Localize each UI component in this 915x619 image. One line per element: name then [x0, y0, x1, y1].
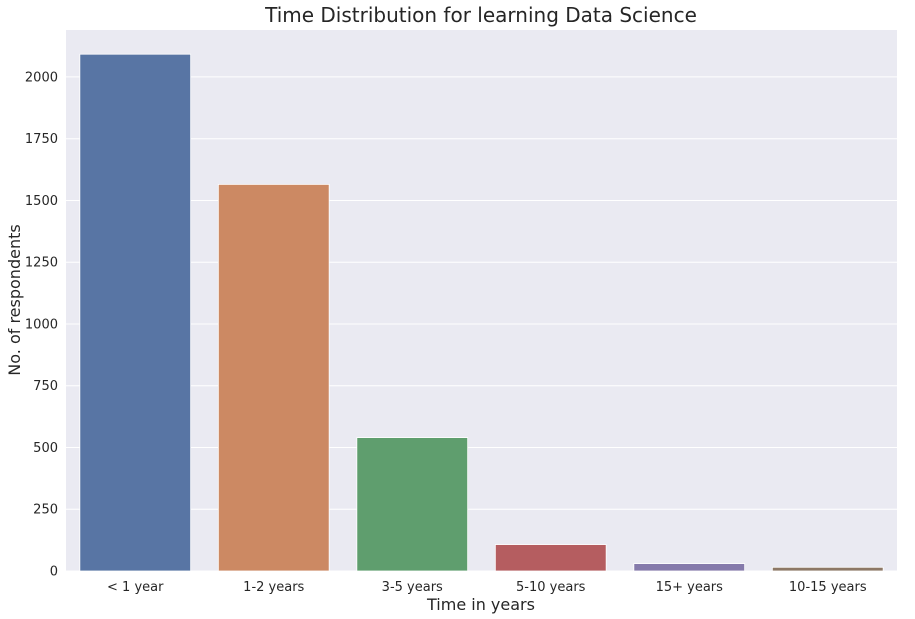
y-tick-label: 750 — [33, 379, 58, 394]
x-axis-label: Time in years — [426, 595, 535, 614]
y-tick-label: 500 — [33, 441, 58, 456]
y-tick-labels: 0 250 500 750 1000 1250 1500 1750 2000 — [25, 70, 58, 579]
y-tick-label: 0 — [50, 565, 58, 580]
x-tick-label: 3-5 years — [382, 580, 443, 595]
x-tick-label: 5-10 years — [516, 580, 586, 595]
bar — [217, 183, 330, 572]
y-tick-label: 1250 — [25, 256, 58, 271]
y-tick-label: 250 — [33, 503, 58, 518]
y-tick-label: 1750 — [25, 132, 58, 147]
y-tick-label: 1000 — [25, 317, 58, 332]
chart-title: Time Distribution for learning Data Scie… — [264, 3, 697, 27]
x-tick-label: 1-2 years — [243, 580, 304, 595]
bar — [494, 544, 607, 572]
x-tick-label: 10-15 years — [789, 580, 867, 595]
y-tick-label: 2000 — [25, 70, 58, 85]
y-axis-label: No. of respondents — [5, 224, 24, 375]
gridlines — [66, 76, 897, 572]
x-tick-label: < 1 year — [107, 580, 164, 595]
bar — [771, 566, 884, 572]
bars — [79, 53, 884, 572]
x-tick-label: 15+ years — [656, 580, 724, 595]
bar — [633, 563, 746, 572]
plot-area — [66, 30, 897, 571]
bar — [79, 53, 192, 572]
bar — [356, 437, 469, 572]
y-tick-label: 1500 — [25, 194, 58, 209]
x-tick-labels: < 1 year 1-2 years 3-5 years 5-10 years 15+ … — [107, 580, 867, 595]
